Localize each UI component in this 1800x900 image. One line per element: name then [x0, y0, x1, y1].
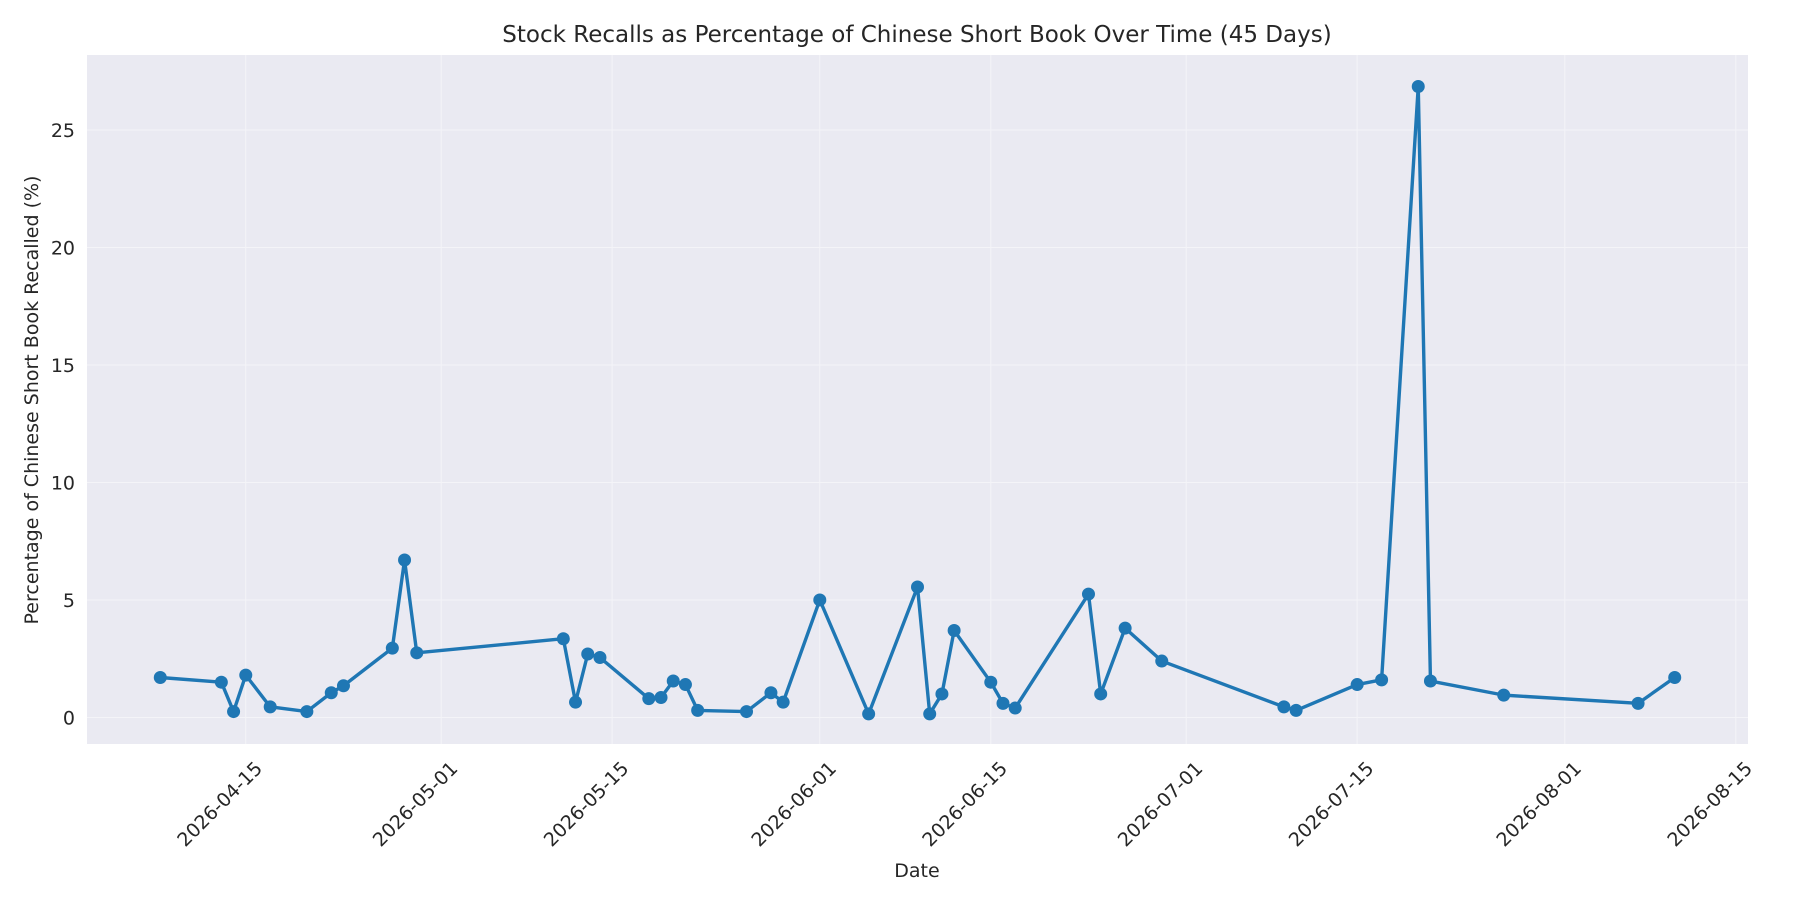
point — [410, 646, 424, 660]
point — [813, 593, 827, 607]
point — [556, 632, 570, 646]
point — [764, 686, 778, 700]
point — [581, 647, 595, 661]
x-axis-label: Date — [894, 860, 939, 882]
point — [153, 670, 167, 684]
point — [336, 679, 350, 693]
point — [398, 553, 412, 567]
point — [263, 700, 277, 714]
point — [984, 675, 998, 689]
point — [1423, 674, 1437, 688]
point — [1277, 700, 1291, 714]
x-tick-label: 2026-07-01 — [1114, 758, 1208, 852]
point — [214, 675, 228, 689]
x-tick-label: 2026-06-01 — [747, 758, 841, 852]
point — [923, 707, 937, 721]
point — [1375, 673, 1389, 687]
point — [239, 668, 253, 682]
point — [1094, 687, 1108, 701]
point — [385, 641, 399, 655]
point — [911, 580, 924, 594]
point — [654, 690, 668, 704]
x-tick-label: 2026-08-01 — [1492, 758, 1586, 852]
point — [227, 705, 241, 719]
point — [1411, 79, 1425, 93]
y-tick-label: 15 — [51, 355, 75, 377]
point — [1497, 688, 1511, 702]
point — [1118, 621, 1132, 635]
plot-area — [87, 55, 1748, 744]
point — [1289, 703, 1303, 717]
point — [324, 686, 338, 700]
point — [947, 623, 961, 637]
point — [1155, 654, 1169, 668]
y-axis-label: Percentage of Chinese Short Book Recalle… — [21, 176, 43, 625]
x-tick-label: 2026-05-15 — [540, 758, 634, 852]
point — [642, 692, 656, 706]
y-tick-label: 25 — [51, 120, 75, 142]
point — [740, 705, 754, 719]
point — [691, 703, 705, 717]
point — [776, 695, 790, 709]
point — [996, 696, 1010, 710]
point — [569, 695, 583, 709]
point — [1631, 696, 1645, 710]
x-tick-label: 2026-08-15 — [1663, 758, 1757, 852]
point — [862, 707, 876, 721]
y-tick-label: 20 — [51, 237, 75, 259]
point — [678, 678, 692, 692]
chart-title: Stock Recalls as Percentage of Chinese S… — [502, 22, 1331, 48]
point — [935, 687, 949, 701]
y-tick-label: 5 — [63, 590, 75, 612]
point — [593, 651, 607, 665]
y-tick-label: 0 — [63, 707, 75, 729]
y-tick-label: 10 — [51, 472, 75, 494]
x-tick-label: 2026-05-01 — [369, 758, 463, 852]
point — [1008, 701, 1022, 715]
point — [666, 674, 680, 688]
point — [1668, 670, 1682, 684]
point — [300, 705, 314, 719]
x-tick-label: 2026-07-15 — [1285, 758, 1379, 852]
point — [1081, 587, 1095, 601]
x-tick-label: 2026-04-15 — [173, 758, 267, 852]
point — [1350, 678, 1364, 692]
x-tick-label: 2026-06-15 — [918, 758, 1012, 852]
